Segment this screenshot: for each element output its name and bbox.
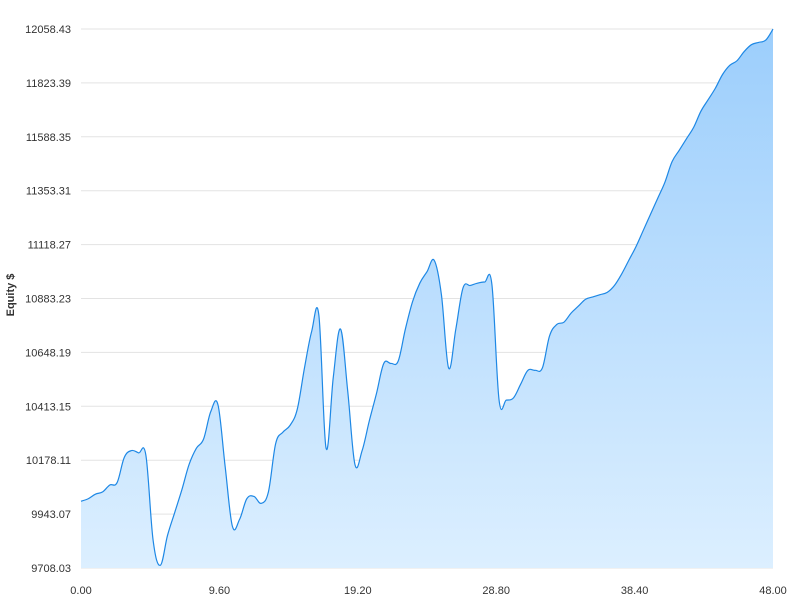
y-tick-label: 10413.15	[25, 401, 71, 413]
x-axis-ticks: 0.00 9.60 19.20 28.80 38.40 48.00	[70, 585, 786, 597]
x-tick-label: 9.60	[209, 585, 230, 597]
x-tick-label: 19.20	[344, 585, 372, 597]
y-tick-label: 10648.19	[25, 347, 71, 359]
y-tick-label: 12058.43	[25, 24, 71, 36]
x-tick-label: 38.40	[621, 585, 649, 597]
y-axis-ticks: 9708.03 9943.07 10178.11 10413.15 10648.19 10…	[25, 24, 71, 575]
x-tick-label: 28.80	[482, 585, 510, 597]
y-tick-label: 11353.31	[26, 186, 71, 198]
y-tick-label: 10178.11	[26, 455, 71, 467]
y-axis-title: Equity $	[5, 274, 17, 317]
equity-area	[81, 29, 773, 569]
y-tick-label: 11823.39	[26, 78, 71, 90]
y-tick-label: 11118.27	[28, 240, 71, 252]
y-tick-label: 9943.07	[31, 509, 71, 521]
y-tick-label: 9708.03	[31, 563, 71, 575]
y-tick-label: 10883.23	[25, 294, 71, 306]
equity-line	[80, 28, 774, 566]
y-tick-label: 11588.35	[26, 132, 71, 144]
x-tick-label: 48.00	[759, 585, 787, 597]
x-tick-label: 0.00	[70, 585, 91, 597]
